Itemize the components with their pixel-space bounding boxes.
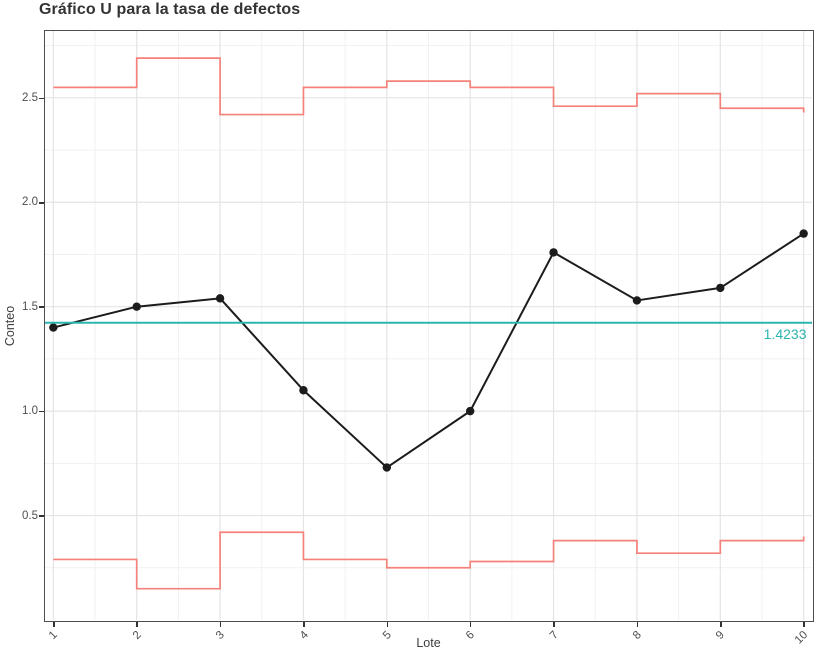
x-tick-mark <box>136 622 138 627</box>
chart-canvas <box>45 31 812 620</box>
x-tick-mark <box>386 622 389 627</box>
data-point <box>799 229 808 238</box>
y-tick-label: 1.5 <box>22 300 38 313</box>
center-line-value-label: 1.4233 <box>763 326 807 343</box>
y-tick-label: 1.0 <box>22 405 38 418</box>
y-axis-title: Conteo <box>3 305 17 347</box>
y-tick-mark <box>39 201 44 204</box>
data-point <box>549 248 558 257</box>
ucl-step-line <box>53 57 805 116</box>
x-tick-mark <box>553 622 555 627</box>
data-point <box>132 302 141 311</box>
page-title: Gráfico U para la tasa de defectos <box>39 1 301 18</box>
x-tick-mark <box>803 622 805 627</box>
data-point <box>382 463 392 472</box>
y-tick-label: 0.5 <box>22 509 38 522</box>
y-tick-mark <box>39 306 44 308</box>
x-tick-mark <box>719 622 722 627</box>
data-point <box>716 283 725 293</box>
y-tick-label: 2.5 <box>22 91 38 104</box>
y-tick-mark <box>39 410 44 413</box>
y-tick-label: 2.0 <box>22 196 38 209</box>
data-point <box>632 296 642 305</box>
x-tick-mark <box>219 622 222 627</box>
y-tick-mark <box>39 515 44 517</box>
x-axis-title: Lote <box>416 636 441 650</box>
data-point <box>465 406 475 416</box>
data-point <box>215 294 225 303</box>
x-tick-mark <box>303 622 305 627</box>
data-point <box>299 386 308 395</box>
data-point <box>49 323 58 332</box>
lcl-step-line <box>53 531 805 590</box>
data-line <box>53 232 805 469</box>
x-tick-mark <box>469 622 472 627</box>
y-tick-mark <box>39 97 44 100</box>
plot-panel <box>44 30 814 622</box>
x-tick-mark <box>636 622 639 627</box>
x-tick-mark <box>53 622 55 627</box>
